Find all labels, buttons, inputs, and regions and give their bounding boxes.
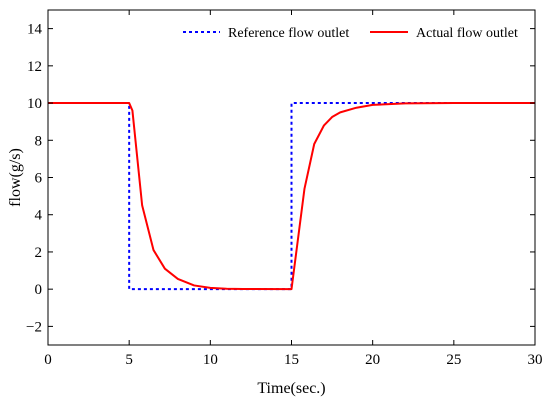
- x-tick-label: 10: [203, 352, 218, 368]
- x-tick-label: 15: [284, 352, 299, 368]
- x-axis-label: Time(sec.): [257, 380, 325, 397]
- y-tick-label: −2: [26, 319, 42, 335]
- x-tick-label: 20: [365, 352, 380, 368]
- legend-label-1: Actual flow outlet: [416, 26, 518, 41]
- y-tick-label: 2: [35, 245, 43, 261]
- legend-label-0: Reference flow outlet: [228, 26, 349, 41]
- ticks-layer: 0 5 10 15 20 25 30 −2 0 2 4 6 8 10 12 14: [26, 10, 543, 368]
- y-tick-label: 12: [27, 59, 42, 75]
- x-tick-label: 0: [44, 352, 52, 368]
- legend: Reference flow outlet Actual flow outlet: [183, 26, 518, 41]
- series-line-1: [48, 102, 535, 291]
- series-layer: [48, 102, 535, 291]
- y-axis-label: flow(g/s): [7, 148, 24, 207]
- y-tick-label: 4: [35, 208, 43, 224]
- y-tick-label: 6: [35, 171, 43, 187]
- y-tick-label: 0: [35, 282, 43, 298]
- y-tick-label: 14: [27, 22, 43, 38]
- y-tick-label: 10: [27, 96, 42, 112]
- plot-frame: [47, 9, 536, 346]
- x-tick-label: 30: [528, 352, 543, 368]
- x-tick-label: 25: [446, 352, 461, 368]
- x-tick-label: 5: [125, 352, 133, 368]
- y-tick-label: 8: [35, 133, 43, 149]
